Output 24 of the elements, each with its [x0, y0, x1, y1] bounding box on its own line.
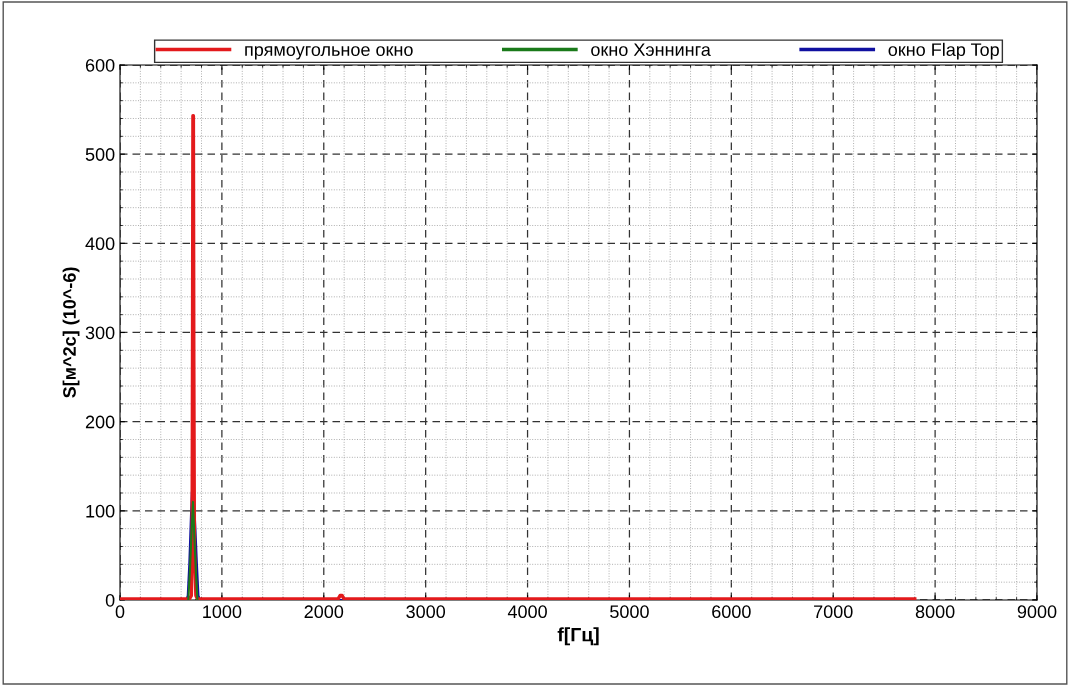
x-tick-label: 3000 [406, 605, 446, 619]
y-tick-label: 300 [85, 326, 115, 340]
legend-label: окно Хэннинга [591, 43, 711, 57]
y-tick-label: 100 [86, 504, 115, 518]
legend-label: прямоугольное окно [245, 46, 413, 60]
y-axis-title: S[м^2с] (10^-6) [62, 267, 80, 398]
x-tick-label: 7000 [814, 605, 853, 619]
x-tick-label: 5000 [610, 605, 649, 619]
line-series [187, 500, 199, 600]
x-axis-title: f[Гц] [557, 627, 599, 646]
x-tick-label: 4000 [507, 605, 547, 619]
x-tick-label: 2000 [304, 605, 344, 619]
x-tick-label: 0 [115, 605, 125, 619]
x-tick-label: 9000 [1017, 605, 1057, 619]
y-tick-label: 600 [85, 58, 115, 72]
x-tick-label: 1000 [203, 605, 242, 619]
line-series [120, 114, 917, 600]
y-tick-label: 200 [85, 415, 115, 429]
legend-label: окно Flap Top [888, 42, 999, 60]
y-tick-label: 0 [105, 593, 115, 607]
y-tick-label: 400 [85, 237, 115, 251]
x-tick-label: 8000 [915, 605, 955, 619]
y-tick-label: 500 [85, 148, 115, 161]
x-tick-label: 6000 [712, 605, 751, 619]
